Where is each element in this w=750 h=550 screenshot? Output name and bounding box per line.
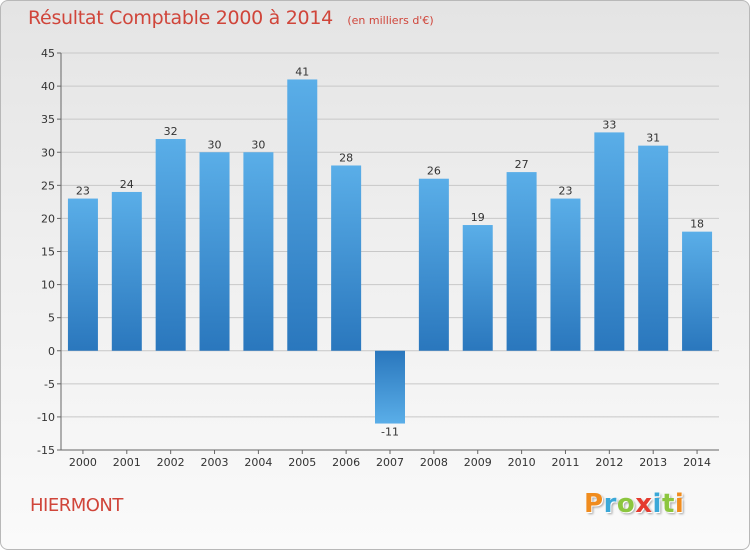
x-tick-label-2011: 2011 [551, 456, 579, 469]
data-label-2008: 26 [427, 165, 441, 178]
x-tick-label-2004: 2004 [244, 456, 272, 469]
logo-letter: r [603, 489, 617, 519]
commune-name: HIERMONT [30, 495, 123, 516]
data-label-2002: 32 [164, 125, 178, 138]
y-tick-label: 5 [48, 312, 55, 325]
data-label-2001: 24 [120, 178, 134, 191]
y-tick-label: 20 [41, 212, 55, 225]
data-label-2005: 41 [295, 65, 309, 78]
proxiti-logo[interactable]: Proxiti [584, 489, 684, 519]
data-label-2012: 33 [602, 118, 616, 131]
bar-2004 [243, 152, 274, 351]
x-tick-label-2013: 2013 [639, 456, 667, 469]
x-tick-label-2006: 2006 [332, 456, 360, 469]
data-label-2004: 30 [251, 138, 265, 151]
data-label-2013: 31 [646, 132, 660, 145]
y-tick-label: 15 [41, 246, 55, 259]
data-label-2014: 18 [690, 218, 704, 231]
x-tick-label-2012: 2012 [595, 456, 623, 469]
logo-letter: o [616, 489, 636, 519]
x-tick-label-2003: 2003 [201, 456, 229, 469]
bar-2001 [111, 191, 142, 351]
data-label-2009: 19 [471, 211, 485, 224]
y-tick-label: 25 [41, 179, 55, 192]
x-tick-label-2001: 2001 [113, 456, 141, 469]
data-label-2010: 27 [515, 158, 529, 171]
y-tick-label: -5 [44, 378, 55, 391]
data-label-2007: -11 [381, 426, 399, 439]
x-tick-label-2000: 2000 [69, 456, 97, 469]
data-label-2000: 23 [76, 185, 90, 198]
bar-2010 [506, 172, 537, 351]
logo-letter: t [661, 489, 675, 519]
chart-title: Résultat Comptable 2000 à 2014 [28, 7, 333, 29]
bar-2011 [550, 198, 581, 351]
x-tick-label-2009: 2009 [464, 456, 492, 469]
logo-letter: x [635, 489, 653, 519]
y-tick-label: 10 [41, 279, 55, 292]
bars [67, 79, 713, 424]
data-label-2003: 30 [208, 138, 222, 151]
axes: -15 -10 -5 0 5 10 15 20 25 30 35 40 45 2000 2001 2002 20… [37, 47, 719, 469]
bar-2002 [155, 139, 186, 351]
bar-2014 [682, 231, 713, 351]
x-tick-label-2010: 2010 [508, 456, 536, 469]
y-tick-label: -15 [37, 444, 55, 457]
data-label-2011: 23 [558, 185, 572, 198]
chart-subtitle: (en milliers d'€) [347, 14, 434, 27]
chart-title-row: Résultat Comptable 2000 à 2014 (en milli… [28, 7, 434, 29]
y-tick-label: -10 [37, 411, 55, 424]
y-tick-label: 35 [41, 113, 55, 126]
bar-2012 [594, 132, 625, 351]
logo-letter: i [652, 489, 662, 519]
x-tick-label-2007: 2007 [376, 456, 404, 469]
bar-2006 [331, 165, 362, 351]
y-tick-label: 0 [48, 345, 55, 358]
data-label-2006: 28 [339, 151, 353, 164]
x-tick-label-2005: 2005 [288, 456, 316, 469]
logo-letter: i [674, 489, 685, 519]
logo-letter: P [584, 489, 604, 519]
bar-2009 [462, 225, 493, 351]
bar-2003 [199, 152, 230, 351]
bar-2000 [67, 198, 98, 351]
y-tick-label: 40 [41, 80, 55, 93]
y-tick-label: 30 [41, 146, 55, 159]
bar-2008 [418, 178, 449, 351]
x-tick-label-2014: 2014 [683, 456, 711, 469]
bar-2005 [287, 79, 318, 351]
y-tick-label: 45 [41, 47, 55, 60]
x-tick-label-2002: 2002 [157, 456, 185, 469]
bar-2007 [375, 350, 405, 424]
bar-2013 [638, 145, 669, 351]
data-labels: 23 24 32 30 30 41 28 -11 26 19 27 23 33 31 18 [76, 65, 704, 438]
x-tick-label-2008: 2008 [420, 456, 448, 469]
